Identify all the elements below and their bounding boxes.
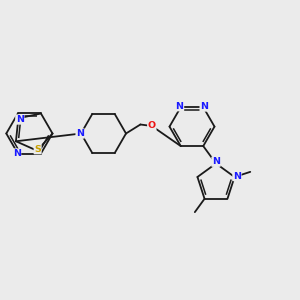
Text: N: N <box>16 115 24 124</box>
Text: O: O <box>148 122 156 130</box>
Text: S: S <box>34 145 41 154</box>
Text: N: N <box>233 172 241 181</box>
Text: N: N <box>200 102 208 111</box>
Text: N: N <box>212 157 220 166</box>
Text: N: N <box>13 149 21 158</box>
Text: N: N <box>76 129 84 138</box>
Text: N: N <box>176 102 184 111</box>
